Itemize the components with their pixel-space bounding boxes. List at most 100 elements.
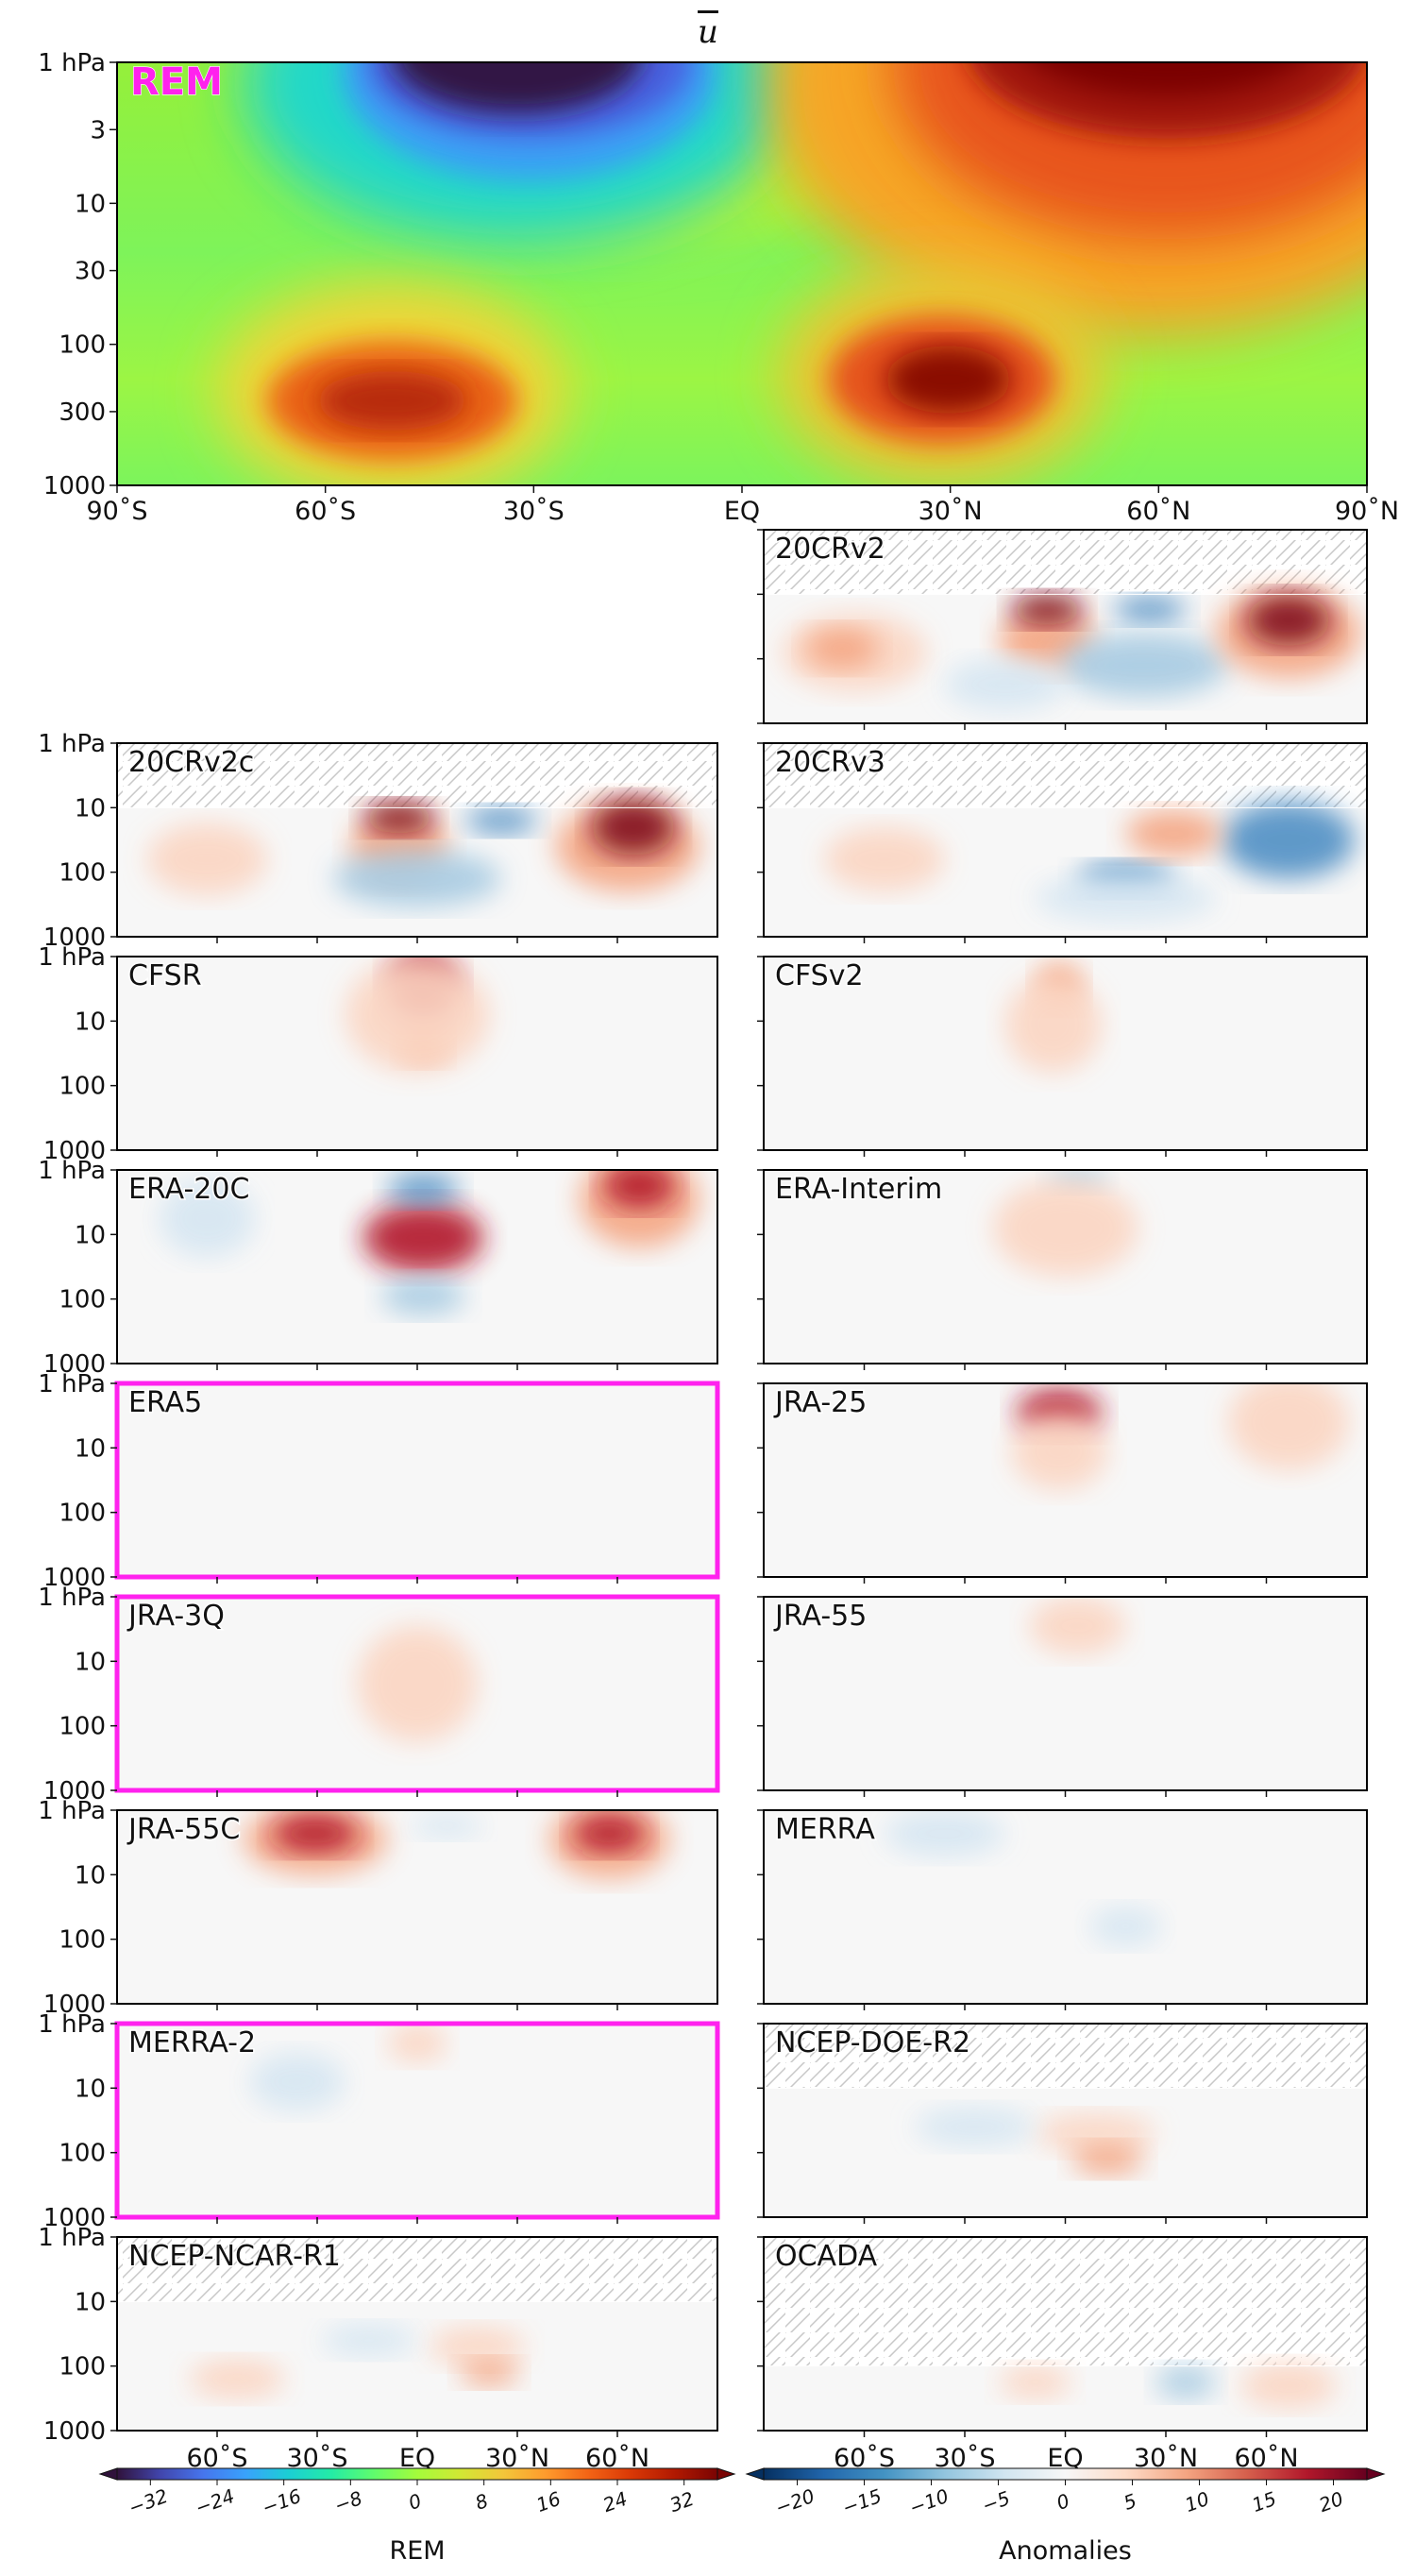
panel-field xyxy=(117,743,717,937)
panel-cfsv2: CFSv2 xyxy=(757,956,1368,1157)
colorbar-bar xyxy=(116,2467,718,2481)
panel-merra: MERRA xyxy=(757,1809,1368,2010)
panel-label: CFSv2 xyxy=(775,959,864,992)
panel-field xyxy=(117,957,717,1150)
anomaly-blob xyxy=(1059,633,1229,698)
panel-label: 20CRv3 xyxy=(775,746,885,779)
anomaly-blob xyxy=(459,2359,520,2386)
colorbar-tick-label: −20 xyxy=(772,2484,818,2519)
panel-hatch xyxy=(764,2024,1367,2089)
panel-y-tick-label: 1 hPa xyxy=(38,1797,106,1825)
anomaly-blob xyxy=(159,1179,256,1258)
panel-label: 20CRv2c xyxy=(128,746,254,779)
rem-field xyxy=(117,62,1367,485)
anomaly-blob xyxy=(573,1814,646,1854)
panel-field xyxy=(117,2024,717,2217)
colorbar-tick-label: 0 xyxy=(1054,2489,1072,2515)
panel-jra-55c: JRA-55C 1 hPa 10 100 1000 xyxy=(38,1797,718,2019)
panel-label: JRA-3Q xyxy=(126,1600,225,1633)
anomaly-blob xyxy=(189,2359,286,2398)
colorbar-tick-label: −15 xyxy=(839,2484,885,2519)
rem-x-tick-label: 90˚N xyxy=(1335,497,1399,526)
rem-y-tick-label: 1000 xyxy=(43,472,106,500)
anomaly-blob xyxy=(387,2024,447,2062)
anomaly-blob xyxy=(1004,975,1102,1073)
anomaly-blob xyxy=(273,1814,358,1854)
anomaly-blob xyxy=(884,1810,1005,1857)
panel-field xyxy=(764,2024,1367,2217)
panel-hatch xyxy=(764,743,1367,808)
colorbar-tick-label: −16 xyxy=(259,2484,304,2519)
colorbar-tick-label: −5 xyxy=(979,2486,1013,2517)
panel-y-tick-label: 1 hPa xyxy=(38,1584,106,1612)
panel-y-tick-label: 10 xyxy=(75,1221,106,1249)
panel-y-tick-label: 10 xyxy=(75,1861,106,1890)
colorbar-extend-low xyxy=(98,2467,118,2481)
panel-y-tick-label: 1000 xyxy=(43,2204,106,2232)
panel-y-tick-label: 100 xyxy=(59,2353,106,2381)
colorbar-tick-label: −8 xyxy=(331,2486,365,2517)
panel-y-tick-label: 1 hPa xyxy=(38,1370,106,1398)
panel-y-tick-label: 100 xyxy=(59,859,106,888)
panel-hatch xyxy=(117,743,717,808)
anomaly-blob xyxy=(1010,594,1084,626)
colorbar-rem: −32 −24 −16 −8 0 8 16 24 32 REM xyxy=(98,2467,736,2566)
anomaly-blob xyxy=(345,957,490,1073)
colorbar-tick-label: −32 xyxy=(126,2484,171,2519)
panel-field xyxy=(117,1597,717,1790)
anomaly-blob xyxy=(332,850,502,907)
panel-label: 20CRv2 xyxy=(775,533,885,566)
panel-y-tick-label: 100 xyxy=(59,1286,106,1314)
panel-label: JRA-25 xyxy=(773,1386,867,1419)
colorbar-tick-label: 8 xyxy=(472,2489,491,2515)
panel-label: NCEP-DOE-R2 xyxy=(775,2026,970,2059)
rem-label: REM xyxy=(130,60,223,104)
rem-y-tick-label: 1 hPa xyxy=(38,49,106,77)
panel-field xyxy=(764,530,1367,723)
panel-field xyxy=(764,1170,1367,1364)
panel-hatch xyxy=(764,2237,1367,2366)
panel-field xyxy=(117,2237,717,2431)
panel-label: ERA-Interim xyxy=(775,1173,942,1206)
panel-field xyxy=(764,2237,1367,2431)
rem-x-tick-label: 60˚N xyxy=(1126,497,1190,526)
rem-x-tick-label: 30˚N xyxy=(919,497,983,526)
anomaly-blob xyxy=(362,1202,483,1273)
panel-label: MERRA-2 xyxy=(128,2026,256,2059)
panel-field xyxy=(764,1597,1367,1790)
panel-y-tick-label: 10 xyxy=(75,1648,106,1676)
panel-y-tick-label: 1 hPa xyxy=(38,2224,106,2252)
panel-y-tick-label: 1 hPa xyxy=(38,1157,106,1185)
panel-y-tick-label: 1 hPa xyxy=(38,2010,106,2039)
colorbar-tick-label: −24 xyxy=(193,2484,238,2519)
panel-label: NCEP-NCAR-R1 xyxy=(128,2240,341,2273)
anomaly-blob xyxy=(1035,2113,1156,2153)
panel-field xyxy=(117,1810,717,2004)
anomaly-blob xyxy=(999,2365,1071,2398)
colorbar-anomalies: −20 −15 −10 −5 0 5 10 15 20 Anomalies xyxy=(745,2467,1386,2566)
rem-x-tick-label: 90˚S xyxy=(87,497,148,526)
panel-label: MERRA xyxy=(775,1813,875,1846)
colorbar-label: Anomalies xyxy=(999,2536,1132,2566)
anomaly-blob xyxy=(1155,2365,1217,2398)
panel-20crv2c: 20CRv2c 1 hPa 10 100 1000 xyxy=(38,730,718,952)
panel-ncep-doe-r2: NCEP-DOE-R2 xyxy=(757,2023,1368,2224)
panel-y-tick-label: 100 xyxy=(59,1926,106,1955)
colorbar-tick-label: 15 xyxy=(1249,2487,1279,2517)
rem-x-tick-label: 30˚S xyxy=(503,497,565,526)
panel-merra-2: MERRA-2 1 hPa 10 100 1000 xyxy=(38,2010,720,2232)
anomaly-blob xyxy=(1125,810,1222,857)
anomaly-blob xyxy=(248,2052,346,2111)
panel-y-tick-label: 1 hPa xyxy=(38,943,106,972)
panel-era-interim: ERA-Interim xyxy=(757,1169,1368,1370)
colorbar-tick-label: 16 xyxy=(533,2487,564,2517)
panel-era5: ERA5 1 hPa 10 100 1000 xyxy=(38,1370,720,1592)
anomaly-blob xyxy=(1113,597,1187,623)
anomaly-blob xyxy=(1089,1907,1162,1946)
panel-y-tick-label: 100 xyxy=(59,1073,106,1101)
rem-x-tick-label: 60˚S xyxy=(295,497,356,526)
panel-field xyxy=(764,743,1367,937)
panel-y-tick-label: 10 xyxy=(75,2288,106,2316)
